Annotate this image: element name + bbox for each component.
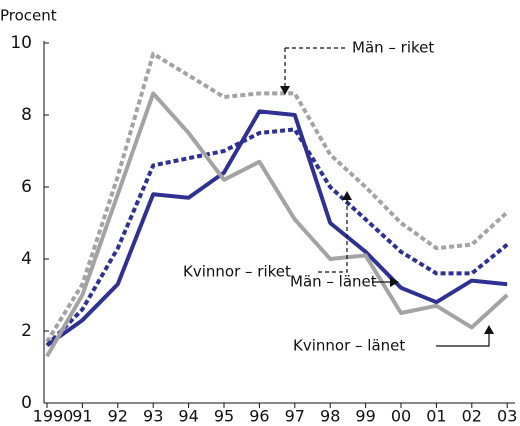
x-tick-label: 02 [462,407,482,426]
x-tick-label: 93 [143,407,163,426]
x-tick-label: 01 [426,407,446,426]
y-tick-label: 2 [21,321,32,341]
x-tick-label: 91 [72,407,92,426]
annotation: Män – riket [352,39,434,57]
x-tick-label: 1990 [33,407,74,426]
series-line [45,91,509,358]
series-line [45,127,509,347]
annotation: Kvinnor – riket [183,263,291,281]
x-tick-label: 98 [320,407,340,426]
y-tick-label: 6 [21,177,32,197]
y-tick-label: 8 [21,105,32,125]
y-axis-label: Procent [0,7,57,25]
x-tick-label: 00 [391,407,411,426]
annotation: Kvinnor – länet [293,337,405,355]
annotation-arrowheads [280,86,494,334]
annotation: Män – länet [290,273,377,291]
x-tick-label: 99 [355,407,375,426]
x-tick-label: 03 [497,407,517,426]
x-tick-label: 95 [214,407,234,426]
x-tick-label: 97 [285,407,305,426]
y-tick-label: 10 [10,33,32,53]
y-tick-label: 0 [21,393,32,413]
series-line [45,51,509,343]
annotation-leaders [284,47,490,347]
series-line [45,109,508,348]
x-tick-label: 96 [249,407,269,426]
y-tick-label: 4 [21,249,32,269]
x-tick-label: 94 [178,407,198,426]
x-tick-label: 92 [108,407,128,426]
